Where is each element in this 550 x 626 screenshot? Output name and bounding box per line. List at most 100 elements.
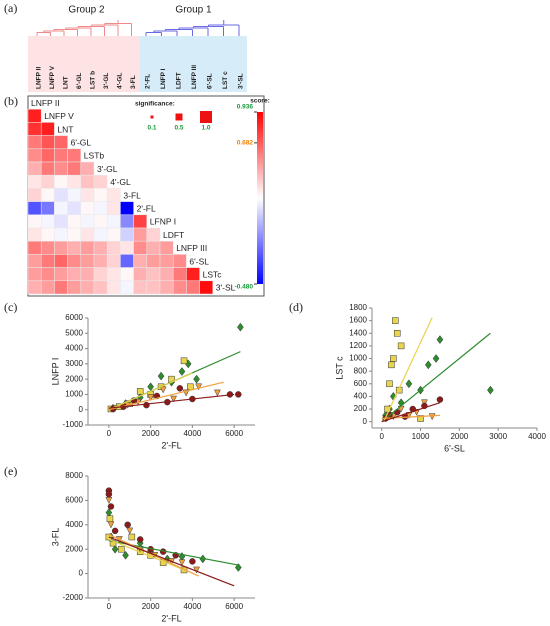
point <box>417 415 424 422</box>
heatmap-cell <box>106 240 121 255</box>
heatmap-cell <box>40 227 55 242</box>
heatmap-cell <box>80 254 95 268</box>
trend-line <box>381 332 491 423</box>
x-axis-label: 2'-FL <box>161 440 181 450</box>
heatmap-cell <box>80 201 95 216</box>
heatmap-cell <box>27 227 42 242</box>
heatmap-cell <box>40 135 55 150</box>
legend-title: score: <box>250 98 270 105</box>
leaf-label: 3'-SL <box>238 73 245 89</box>
trend-line <box>381 402 441 423</box>
trend-line <box>108 393 235 409</box>
panel-label: (d) <box>289 300 303 314</box>
heatmap-cell <box>67 214 82 229</box>
x-tick-label: 0 <box>107 429 112 438</box>
y-tick-label: 6000 <box>65 313 83 322</box>
heatmap-cell <box>106 201 121 216</box>
heatmap-cell <box>146 227 161 242</box>
row-label: 3'-GL <box>97 164 118 174</box>
y-tick-label: 4000 <box>65 520 83 529</box>
point <box>193 374 200 384</box>
heatmap-cell <box>27 280 42 295</box>
heatmap-cell <box>67 174 82 189</box>
heatmap-cell <box>54 254 68 268</box>
point <box>111 527 119 535</box>
heatmap-cell <box>67 188 82 202</box>
point <box>118 545 125 553</box>
trend-line <box>108 536 235 587</box>
leaf-label: 6'-GL <box>76 73 83 89</box>
heatmap-cell <box>172 267 187 282</box>
legend-value: 0.5 <box>174 125 183 132</box>
point <box>106 515 114 522</box>
heatmap-cell <box>67 280 82 295</box>
point <box>195 383 203 391</box>
leaf-label: 2'-FL <box>145 74 152 89</box>
leaf-label: LDFT <box>176 72 183 89</box>
heatmap-cell <box>54 267 68 282</box>
heatmap-cell <box>27 148 42 163</box>
y-tick-label: 400 <box>354 392 368 401</box>
y-tick-label: 5000 <box>65 328 83 337</box>
point <box>424 360 432 370</box>
y-axis-label: 3-FL <box>50 528 60 547</box>
point <box>105 497 113 504</box>
heatmap-cell <box>40 240 55 255</box>
heatmap-cell <box>80 227 95 242</box>
leaf-label: 4'-GL <box>117 73 124 89</box>
point <box>393 330 401 337</box>
heatmap-cell <box>133 280 148 295</box>
heatmap-cell <box>93 201 108 216</box>
heatmap-cell <box>120 267 134 282</box>
y-tick-label: 200 <box>354 404 368 413</box>
y-axis-label: LNFP I <box>50 358 60 386</box>
heatmap-cell <box>67 267 82 282</box>
x-tick-label: 4000 <box>528 432 546 441</box>
heatmap-cell <box>146 267 161 282</box>
heatmap-cell <box>146 254 161 268</box>
point <box>178 367 186 376</box>
heatmap-cell <box>27 135 42 150</box>
y-tick-label: 800 <box>354 366 368 375</box>
heatmap-cell <box>67 254 82 268</box>
heatmap-cell <box>67 240 82 255</box>
row-label: LDFT <box>163 230 184 240</box>
heatmap-cell <box>80 280 95 295</box>
heatmap-cell <box>93 188 108 202</box>
heatmap-cell <box>80 161 95 176</box>
point <box>170 395 177 403</box>
heatmap-cell <box>54 148 68 163</box>
heatmap-cell <box>67 161 82 176</box>
leaf-label: 3'-GL <box>103 73 110 89</box>
trend-line <box>108 534 199 577</box>
heatmap-cell <box>27 240 42 255</box>
x-tick-label: 6000 <box>225 602 243 611</box>
group-label: Group 1 <box>175 5 212 16</box>
point <box>124 521 131 529</box>
row-label: 6'-GL <box>71 137 92 147</box>
point <box>436 335 444 344</box>
heatmap-cell <box>54 201 68 216</box>
heatmap-cell <box>93 174 108 189</box>
point <box>126 527 134 535</box>
leaf-label: 6'-SL <box>207 73 214 89</box>
heatmap-cell <box>172 254 187 268</box>
heatmap-cell <box>159 254 174 268</box>
heatmap-cell <box>40 267 55 282</box>
row-label: 3'-SL <box>216 283 236 293</box>
heatmap-cell <box>27 254 42 268</box>
y-tick-label: 0 <box>79 405 84 414</box>
row-label: LFNP I <box>150 217 176 227</box>
point <box>432 354 440 363</box>
y-tick-label: 6000 <box>65 496 83 505</box>
heatmap-cell <box>106 254 121 268</box>
legend-square <box>200 111 212 123</box>
x-tick-label: 6000 <box>225 429 243 438</box>
heatmap-cell <box>120 214 134 229</box>
y-tick-label: 0 <box>79 569 84 578</box>
x-tick-label: 2000 <box>450 432 468 441</box>
point <box>180 357 188 365</box>
y-axis-label: LST c <box>334 356 344 380</box>
heatmap-cell <box>120 240 134 255</box>
